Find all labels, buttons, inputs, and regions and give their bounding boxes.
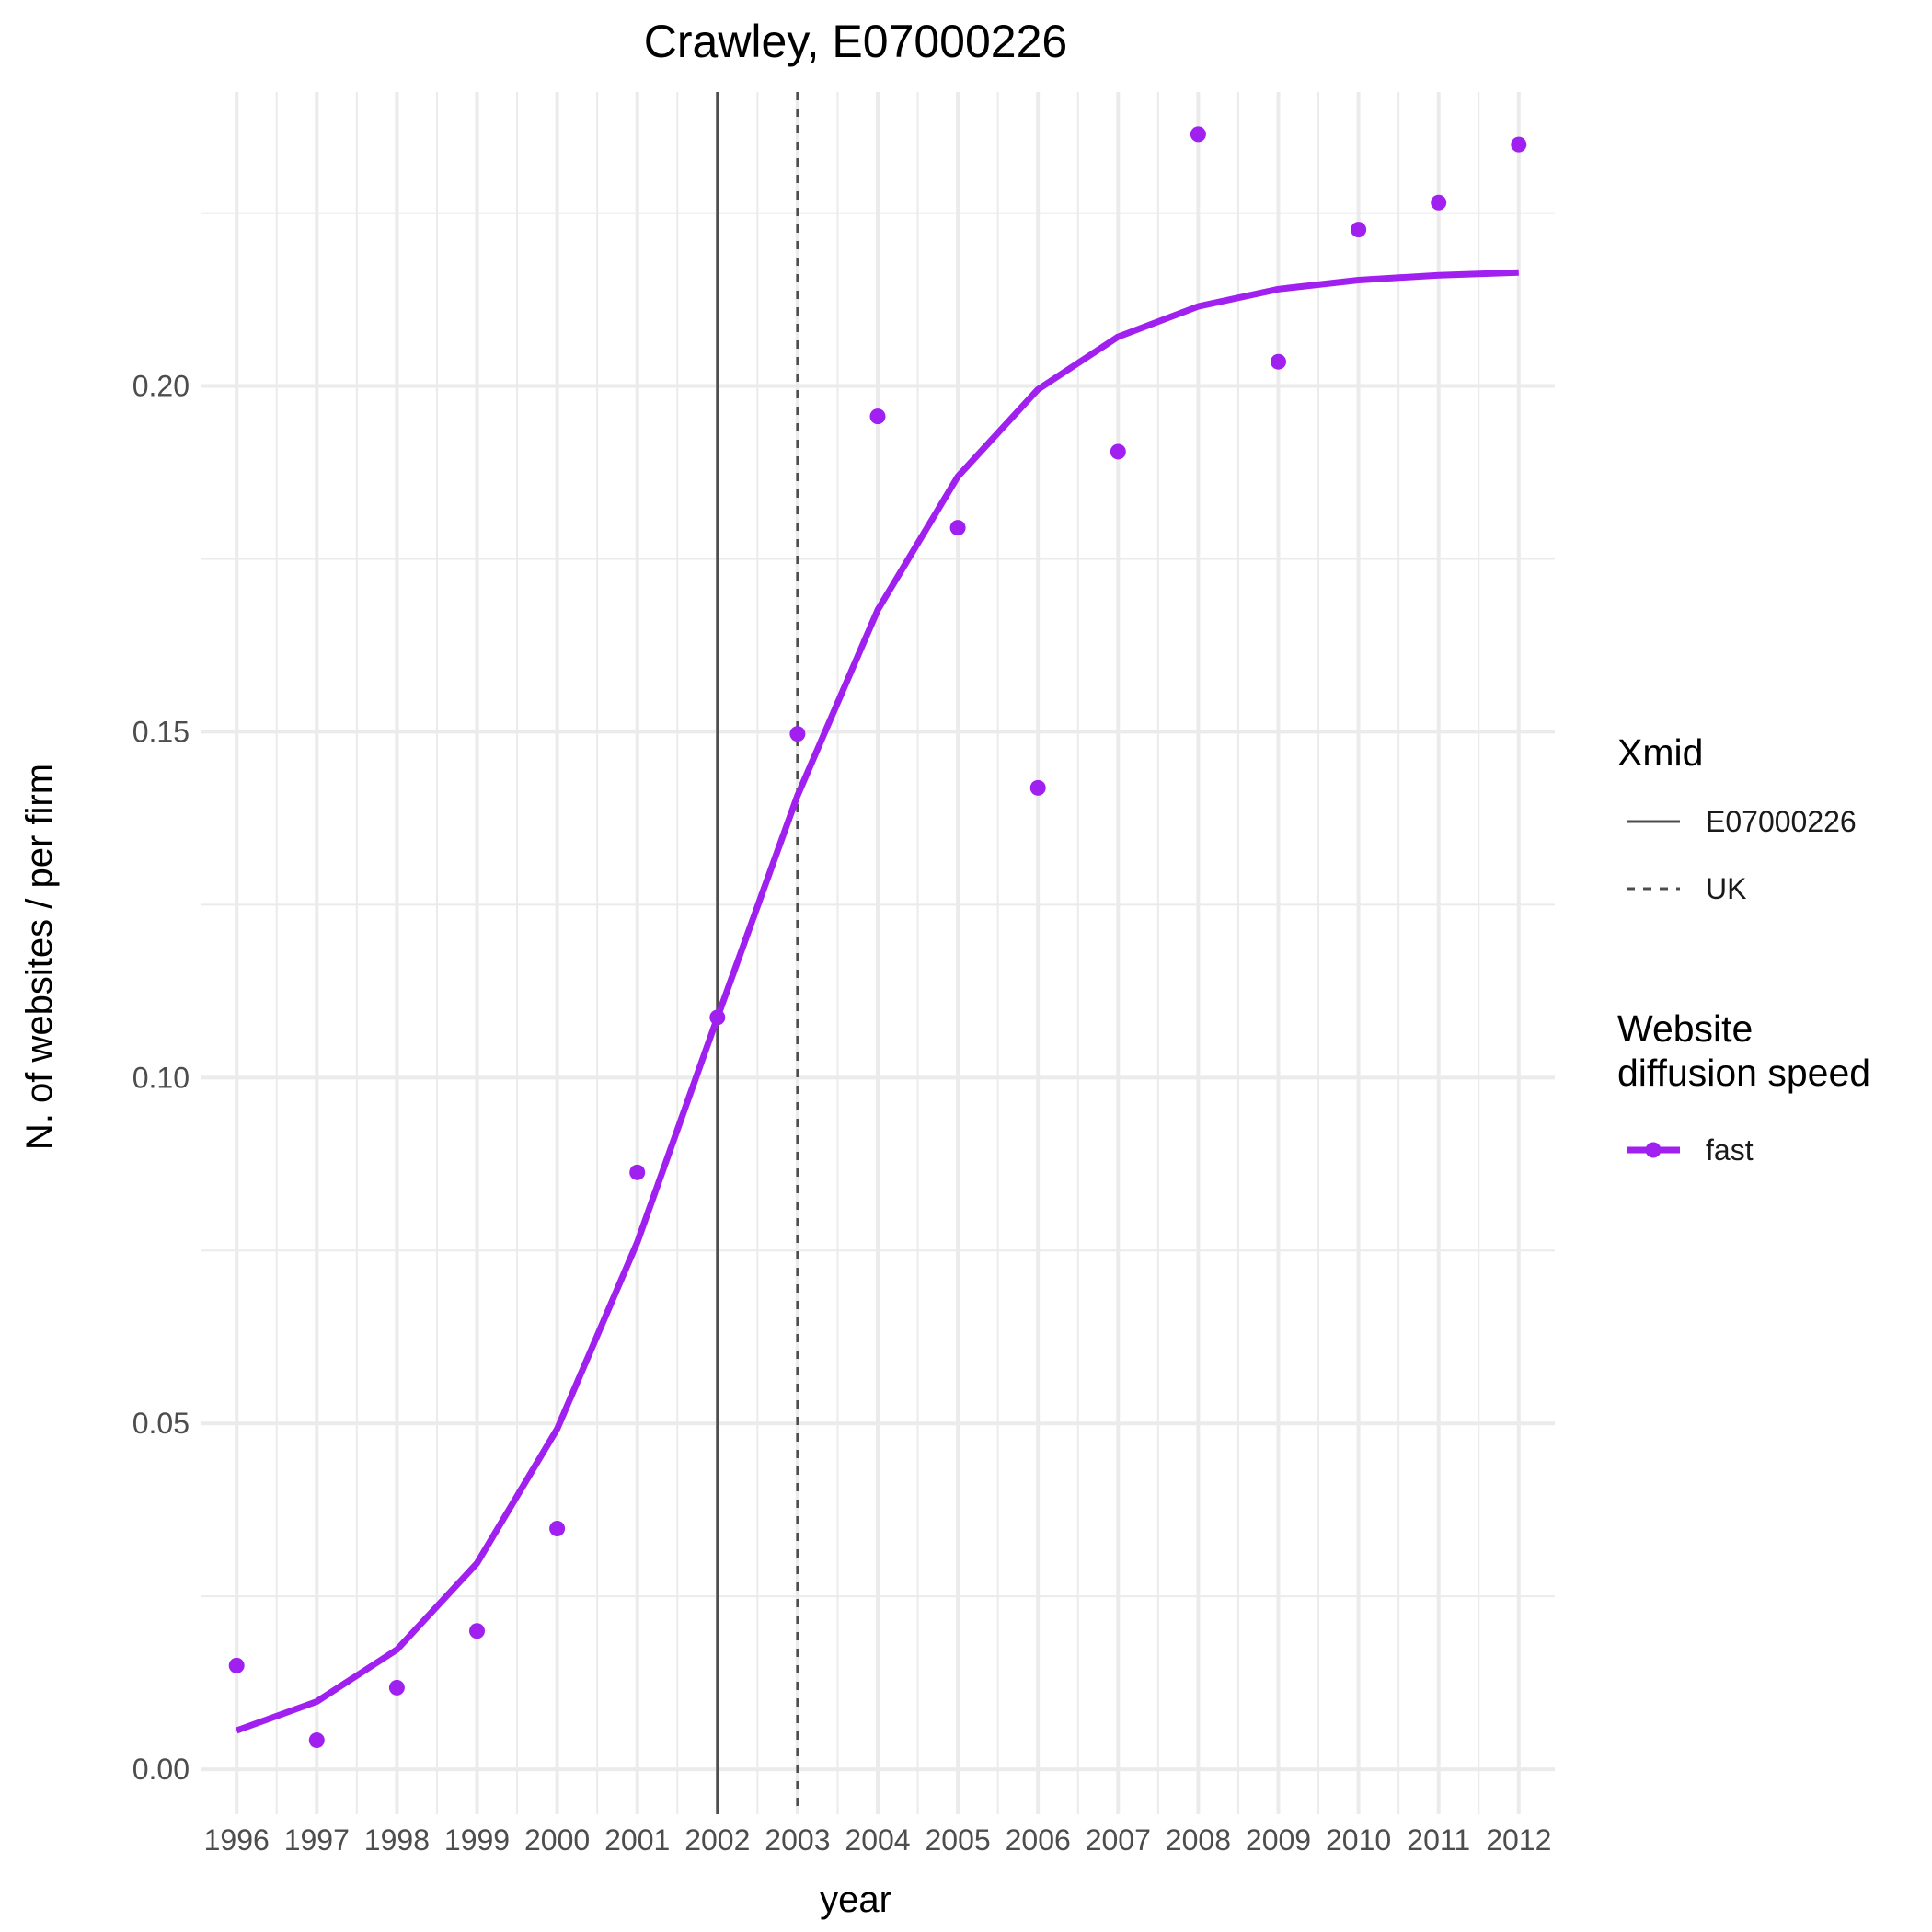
reference-lines [716, 92, 799, 1814]
chart-title: Crawley, E07000226 [644, 16, 1067, 67]
x-tick-label: 2007 [1086, 1823, 1151, 1857]
data-point-fast [308, 1732, 325, 1749]
y-tick-label: 0.10 [132, 1061, 190, 1094]
y-axis-title: N. of websites / per firm [19, 764, 60, 1150]
legend-label: E07000226 [1706, 805, 1857, 838]
y-tick-label: 0.15 [132, 715, 190, 748]
data-point-fast [789, 726, 806, 742]
data-point-fast [869, 408, 886, 425]
data-point-fast [549, 1521, 566, 1537]
x-tick-label: 1997 [284, 1823, 350, 1857]
x-tick-label: 2004 [845, 1823, 910, 1857]
grid-minor [201, 92, 1555, 1814]
grid-major [201, 92, 1555, 1814]
x-tick-label: 2005 [926, 1823, 991, 1857]
legend-label: fast [1706, 1133, 1754, 1167]
legend-key-point [1645, 1142, 1662, 1158]
data-point-fast [949, 520, 966, 536]
series-lines [236, 269, 1519, 1734]
x-tick-label: 2009 [1246, 1823, 1311, 1857]
data-point-fast [629, 1164, 646, 1180]
legend-title-diffusion: Website [1617, 1007, 1753, 1050]
legend-label: UK [1706, 872, 1746, 905]
data-point-fast [468, 1623, 485, 1639]
data-point-fast [1351, 222, 1367, 238]
legend-title-diffusion: diffusion speed [1617, 1052, 1870, 1094]
y-tick-label: 0.05 [132, 1407, 190, 1440]
x-tick-label: 1996 [204, 1823, 270, 1857]
x-tick-label: 1998 [364, 1823, 430, 1857]
data-point-fast [1511, 136, 1527, 153]
y-tick-label: 0.00 [132, 1753, 190, 1786]
fitted-line-fast [236, 269, 1519, 1734]
data-point-fast [1431, 194, 1447, 211]
x-tick-label: 2002 [684, 1823, 750, 1857]
x-tick-label: 2006 [1006, 1823, 1071, 1857]
data-point-fast [1110, 443, 1126, 460]
data-point-fast [1271, 353, 1287, 370]
x-tick-label: 2000 [524, 1823, 590, 1857]
data-point-fast [1190, 126, 1206, 143]
series-points [228, 126, 1527, 1749]
x-tick-label: 1999 [444, 1823, 510, 1857]
y-tick-label: 0.20 [132, 370, 190, 403]
y-axis-ticks: 0.00 0.05 0.10 0.15 0.20 [132, 370, 190, 1787]
legend-title-xmid: Xmid [1617, 731, 1703, 774]
x-tick-label: 2001 [604, 1823, 670, 1857]
x-axis-ticks: 1996 1997 1998 1999 2000 2001 2002 2003 2004 2005… [204, 1823, 1552, 1857]
x-tick-label: 2011 [1407, 1823, 1470, 1857]
x-tick-label: 2003 [765, 1823, 830, 1857]
data-point-fast [388, 1679, 405, 1696]
x-tick-label: 2012 [1486, 1823, 1551, 1857]
data-point-fast [709, 1009, 726, 1026]
x-axis-title: year [820, 1880, 891, 1920]
x-tick-label: 2008 [1166, 1823, 1231, 1857]
data-point-fast [1029, 779, 1046, 796]
data-point-fast [228, 1657, 245, 1673]
x-tick-label: 2010 [1326, 1823, 1391, 1857]
